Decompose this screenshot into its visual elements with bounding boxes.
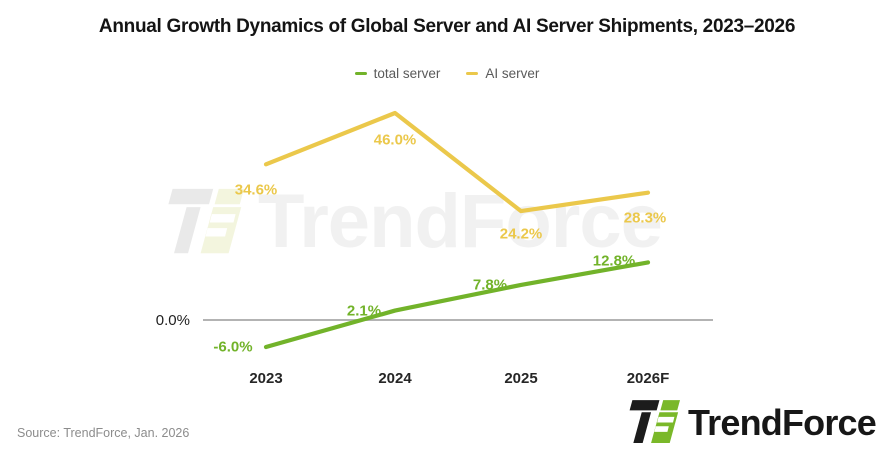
data-label: 46.0% bbox=[373, 131, 417, 149]
data-label: 24.2% bbox=[499, 225, 543, 243]
trendforce-logo: TrendForce bbox=[624, 398, 877, 447]
y-axis-zero-label: 0.0% bbox=[155, 312, 190, 329]
legend: total server AI server bbox=[0, 66, 894, 81]
legend-swatch bbox=[466, 71, 479, 76]
legend-label: AI server bbox=[485, 66, 540, 81]
data-label: 2.1% bbox=[346, 302, 382, 320]
source-note: Source: TrendForce, Jan. 2026 bbox=[17, 426, 190, 440]
legend-item: total server bbox=[354, 66, 441, 81]
trendforce-logo-icon bbox=[629, 400, 680, 444]
data-label: -6.0% bbox=[213, 338, 253, 356]
x-axis-label: 2024 bbox=[378, 370, 412, 387]
trendforce-logo-text: TrendForce bbox=[687, 401, 877, 443]
legend-label: total server bbox=[373, 66, 441, 81]
chart-title: Annual Growth Dynamics of Global Server … bbox=[98, 16, 796, 37]
total-server-line bbox=[263, 260, 651, 350]
legend-swatch bbox=[354, 71, 367, 76]
data-label: 12.8% bbox=[592, 252, 636, 270]
AI-server-line bbox=[263, 110, 651, 214]
data-label: 34.6% bbox=[234, 181, 278, 199]
data-label: 7.8% bbox=[472, 276, 508, 294]
legend-item: AI server bbox=[466, 66, 539, 81]
data-label: 28.3% bbox=[623, 209, 667, 227]
x-axis-label: 2026F bbox=[626, 370, 670, 387]
x-axis-label: 2025 bbox=[504, 370, 538, 387]
x-axis-label: 2023 bbox=[249, 370, 283, 387]
